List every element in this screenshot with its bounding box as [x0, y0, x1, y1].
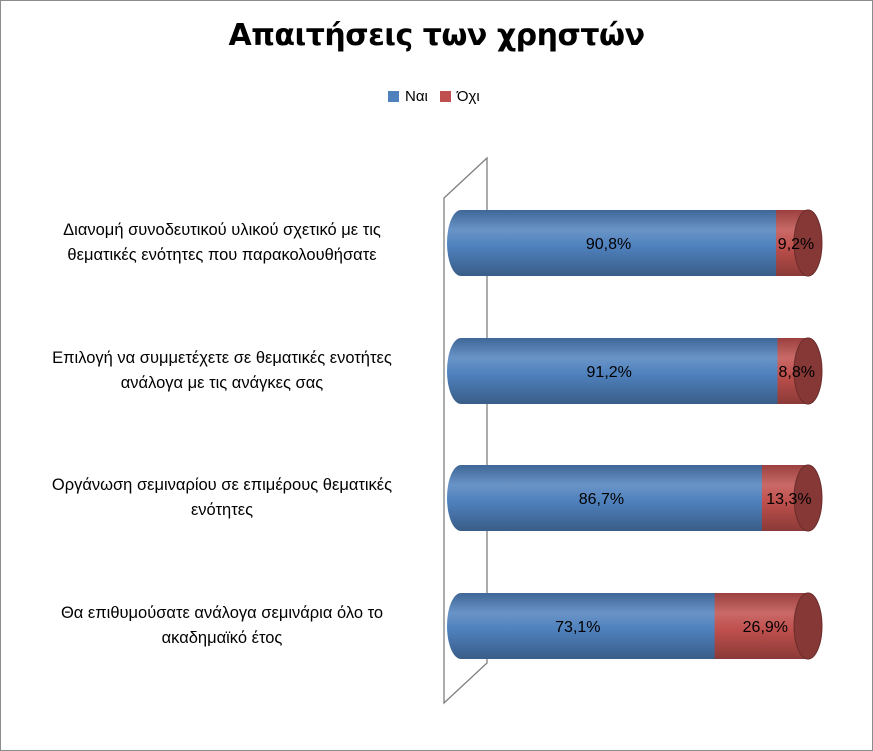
category-label: Επιλογή να συμμετέχετε σε θεματικές ενοτ…: [52, 349, 392, 367]
bar-segment: [447, 465, 762, 531]
category-label: ενότητες: [191, 501, 253, 519]
category-label: θεματικές ενότητες που παρακολουθήσατε: [67, 246, 377, 264]
bar-segment: [700, 593, 808, 659]
legend: Ναι Όχι: [388, 88, 492, 105]
data-label: 13,3%: [766, 491, 811, 508]
data-label: 26,9%: [743, 619, 788, 636]
data-label: 8,8%: [778, 364, 814, 381]
bar-segment: [447, 210, 777, 276]
bar-segment: [747, 465, 808, 531]
legend-item-no: Όχι: [439, 88, 480, 105]
value-axis-wall: [443, 156, 488, 705]
data-label: 86,7%: [579, 491, 624, 508]
category-label: ανάλογα με τις ανάγκες σας: [121, 374, 323, 392]
bar-end-cap: [793, 464, 823, 532]
category-label: Διανομή συνοδευτικού υλικού σχετικό με τ…: [63, 221, 381, 239]
legend-item-yes: Ναι: [388, 88, 428, 105]
bar-end-cap: [793, 209, 823, 277]
legend-swatch-no: [439, 91, 451, 102]
category-label: ακαδημαϊκό έτος: [162, 629, 283, 647]
legend-swatch-yes: [388, 91, 399, 102]
bar-segment: [447, 593, 715, 659]
legend-label-no: Όχι: [456, 88, 480, 105]
category-label: Θα επιθυμούσατε ανάλογα σεμινάρια όλο το: [61, 604, 383, 622]
legend-label-yes: Ναι: [405, 88, 428, 105]
category-label: Οργάνωση σεμιναρίου σε επιμέρους θεματικ…: [52, 476, 392, 494]
bar-segment: [447, 338, 778, 404]
data-label: 91,2%: [587, 364, 632, 381]
data-label: 9,2%: [778, 236, 814, 253]
bar-end-cap: [793, 337, 823, 405]
bar-end-cap: [793, 592, 823, 660]
data-label: 90,8%: [586, 236, 631, 253]
data-label: 73,1%: [555, 619, 600, 636]
chart-title: Απαιτήσεις των χρηστών: [228, 18, 645, 53]
